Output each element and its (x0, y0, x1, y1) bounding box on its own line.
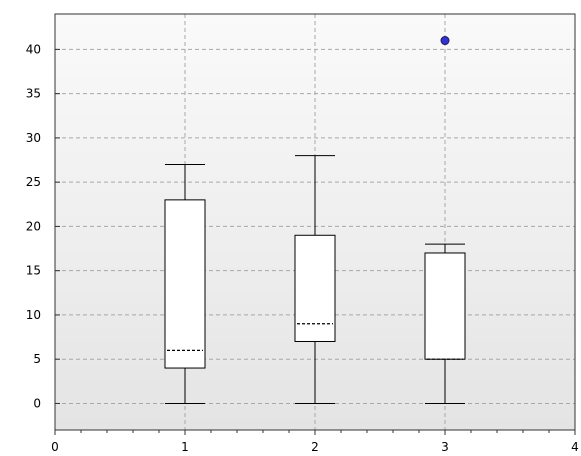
y-tick-label: 20 (26, 219, 41, 233)
y-tick-label: 35 (26, 87, 41, 101)
y-tick-label: 30 (26, 131, 41, 145)
x-tick-label: 4 (571, 440, 579, 454)
x-tick-label: 2 (311, 440, 319, 454)
axes: 0 5 10 15 20 25 30 35 40 0 1 2 3 4 (26, 42, 579, 454)
box-group (294, 155, 336, 404)
box-iqr (294, 234, 336, 342)
box-iqr (424, 252, 466, 360)
box-group (424, 36, 466, 404)
y-tick-label: 0 (33, 396, 41, 410)
x-tick-label: 3 (441, 440, 449, 454)
box-iqr (164, 199, 206, 369)
box-group (164, 163, 206, 404)
x-tick-label: 0 (51, 440, 59, 454)
x-tick-label: 1 (181, 440, 189, 454)
y-tick-label: 15 (26, 264, 41, 278)
y-tick-label: 25 (26, 175, 41, 189)
outlier-point (440, 36, 450, 46)
box-series (164, 36, 466, 404)
y-tick-label: 5 (33, 352, 41, 366)
y-tick-label: 10 (26, 308, 41, 322)
y-tick-label: 40 (26, 42, 41, 56)
